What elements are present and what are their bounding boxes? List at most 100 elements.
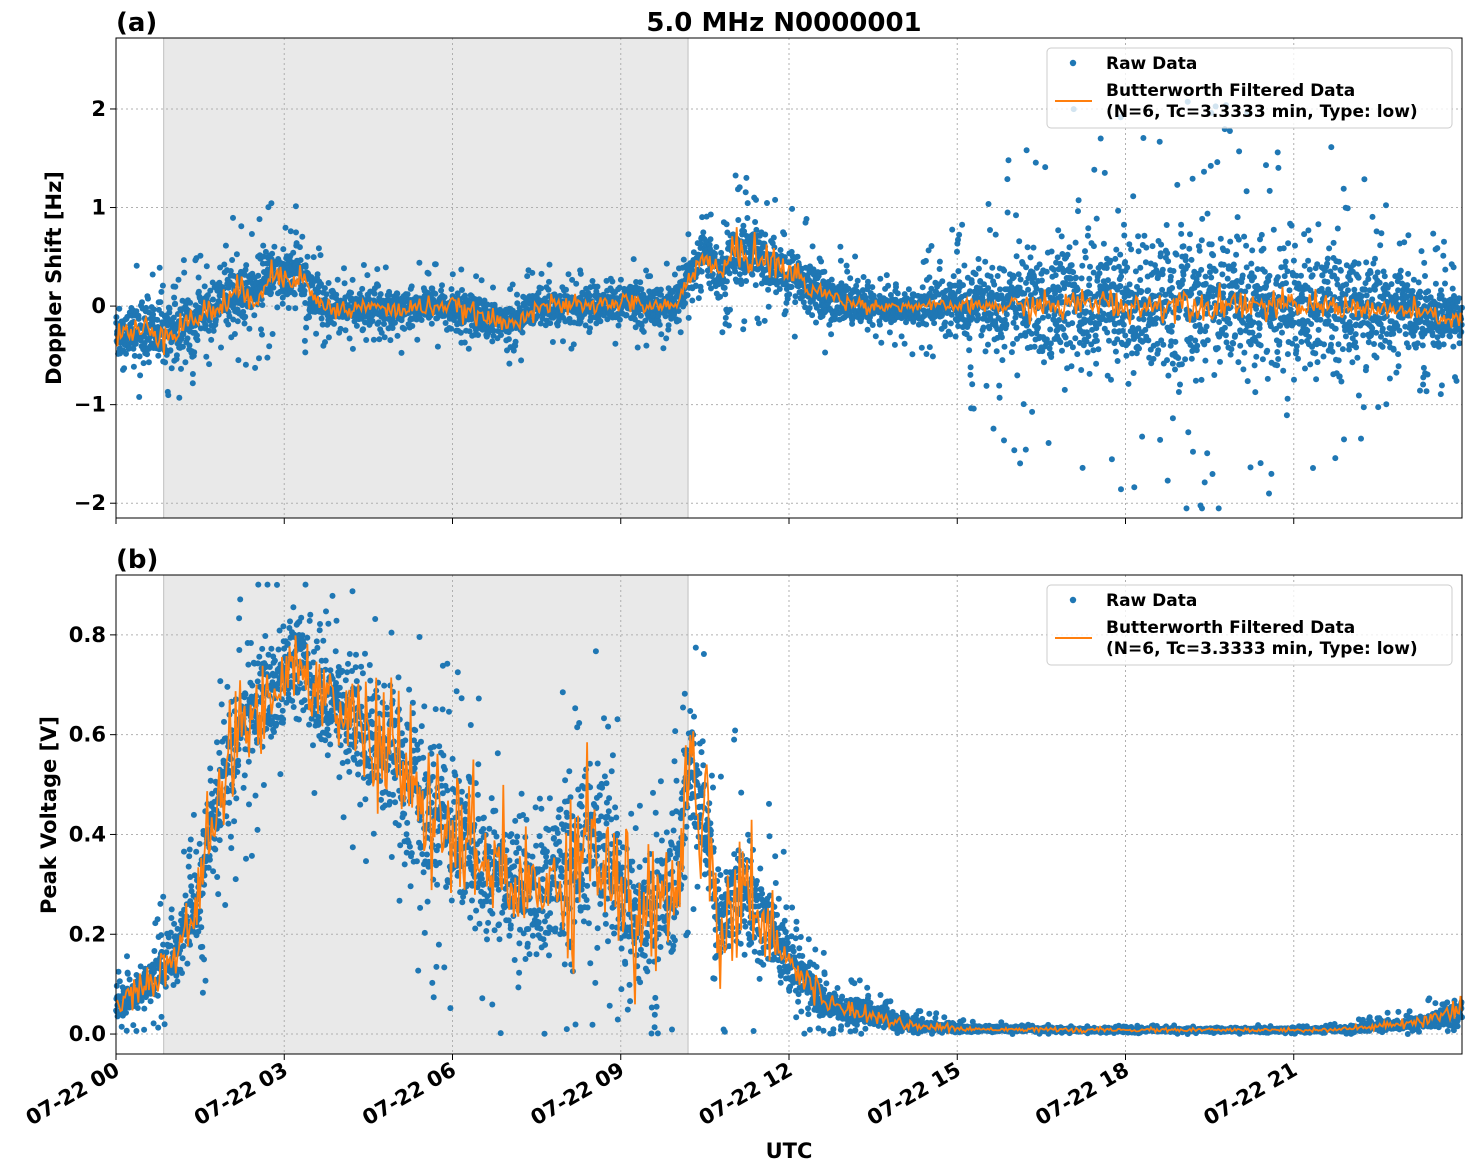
raw-data-point <box>1332 264 1338 271</box>
raw-data-point <box>1258 231 1265 238</box>
raw-data-point <box>740 222 747 229</box>
raw-data-point <box>135 315 142 322</box>
raw-data-point <box>162 359 169 366</box>
raw-data-point <box>1259 356 1266 363</box>
raw-data-point <box>1276 338 1283 345</box>
raw-data-point <box>1022 446 1029 453</box>
raw-data-point <box>966 335 973 342</box>
raw-data-point <box>1101 169 1108 176</box>
raw-data-point <box>1069 320 1076 327</box>
raw-data-point <box>238 223 245 230</box>
raw-data-point <box>323 291 330 298</box>
raw-data-point <box>131 352 138 359</box>
raw-data-point <box>220 285 227 292</box>
raw-data-point <box>279 300 286 307</box>
raw-data-point <box>1172 366 1178 373</box>
raw-data-point <box>1378 230 1385 237</box>
raw-data-point <box>1031 343 1038 350</box>
raw-data-point <box>1157 250 1164 257</box>
raw-data-point <box>1353 344 1360 351</box>
raw-data-point <box>313 330 320 337</box>
raw-data-point <box>1298 338 1305 345</box>
raw-data-point <box>1390 346 1397 353</box>
raw-data-point <box>136 353 143 360</box>
raw-data-point <box>256 355 262 362</box>
raw-data-point <box>302 264 309 270</box>
raw-data-point <box>306 314 312 321</box>
raw-data-point <box>268 200 275 207</box>
raw-data-point <box>1336 373 1343 380</box>
raw-data-point <box>1030 244 1037 251</box>
raw-data-point <box>713 244 720 250</box>
raw-data-point <box>663 335 670 342</box>
raw-data-point <box>1188 355 1195 362</box>
raw-data-point <box>1159 266 1166 273</box>
raw-data-point <box>968 279 975 286</box>
raw-data-point <box>1070 269 1077 276</box>
raw-data-point <box>256 216 263 223</box>
raw-data-point <box>1313 376 1320 383</box>
raw-data-point <box>1352 331 1359 338</box>
raw-data-point <box>1330 239 1337 246</box>
raw-data-point <box>1286 287 1293 294</box>
raw-data-point <box>195 288 202 295</box>
raw-data-point <box>1178 361 1185 368</box>
raw-data-point <box>1013 324 1020 331</box>
raw-data-point <box>538 270 545 277</box>
raw-data-point <box>1086 282 1093 289</box>
raw-data-point <box>416 259 423 266</box>
raw-data-point <box>207 287 214 294</box>
raw-data-point <box>333 291 340 298</box>
raw-data-point <box>617 276 624 283</box>
raw-data-point <box>1214 345 1221 351</box>
raw-data-point <box>1003 321 1010 328</box>
raw-data-point <box>140 360 147 367</box>
raw-data-point <box>1274 349 1281 355</box>
raw-data-point <box>302 349 309 356</box>
raw-data-point <box>1266 272 1273 279</box>
raw-data-point <box>1217 235 1224 242</box>
raw-data-point <box>1150 355 1157 362</box>
raw-data-point <box>1315 326 1322 333</box>
raw-data-point <box>1283 280 1289 287</box>
raw-data-point <box>847 275 854 282</box>
panel-a-label: (a) <box>116 8 157 38</box>
raw-data-point <box>1344 205 1351 212</box>
raw-data-point <box>707 236 714 243</box>
raw-data-point <box>1173 251 1180 258</box>
figure-title: 5.0 MHz N0000001 <box>646 8 921 38</box>
raw-data-point <box>150 311 157 318</box>
raw-data-point <box>1335 357 1342 364</box>
raw-data-point <box>1337 267 1344 274</box>
raw-data-point <box>150 306 157 313</box>
raw-data-point <box>749 271 756 278</box>
raw-data-point <box>560 338 566 345</box>
raw-data-point <box>1326 245 1333 252</box>
raw-data-point <box>321 285 328 292</box>
raw-data-point <box>178 365 184 372</box>
raw-data-point <box>217 264 224 271</box>
raw-data-point <box>300 282 307 289</box>
raw-data-point <box>215 311 222 318</box>
raw-data-point <box>319 321 326 328</box>
raw-data-point <box>545 286 552 293</box>
raw-data-point <box>1352 339 1359 346</box>
raw-data-point <box>404 291 411 298</box>
raw-data-point <box>975 256 982 262</box>
raw-data-point <box>919 284 926 291</box>
raw-data-point <box>139 299 145 306</box>
raw-data-point <box>1291 376 1297 383</box>
raw-data-point <box>854 277 861 284</box>
raw-data-point <box>901 340 908 347</box>
raw-data-point <box>1332 455 1339 462</box>
raw-data-point <box>996 394 1003 401</box>
raw-data-point <box>712 250 718 257</box>
raw-data-point <box>1201 479 1208 486</box>
raw-data-point <box>806 305 813 311</box>
raw-data-point <box>240 308 247 315</box>
raw-data-point <box>1078 275 1085 282</box>
raw-data-point <box>1135 248 1142 255</box>
raw-data-point <box>375 282 382 289</box>
raw-data-point <box>765 303 772 310</box>
raw-data-point <box>1004 209 1011 216</box>
